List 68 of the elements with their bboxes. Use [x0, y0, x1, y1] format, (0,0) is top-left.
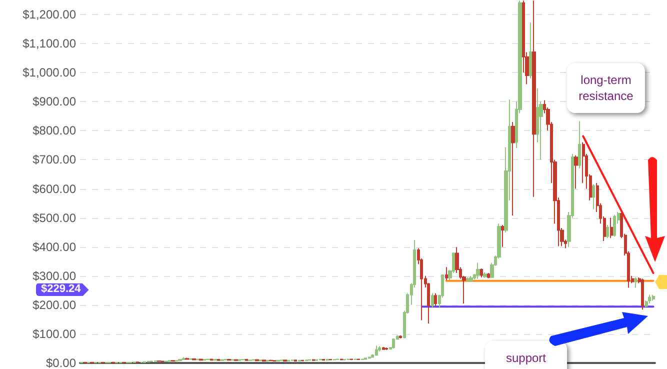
candlestick	[382, 346, 385, 350]
candlestick	[182, 356, 185, 360]
candlestick	[480, 268, 483, 278]
candlestick	[529, 22, 532, 79]
annotation: long-term resistance	[578, 72, 634, 104]
candlestick	[483, 272, 487, 278]
candlestick	[466, 276, 469, 282]
y-tick-label: $1,100.00	[22, 36, 76, 51]
y-tick-label: $1,000.00	[22, 66, 76, 80]
candlestick	[185, 357, 189, 360]
candlestick	[641, 278, 644, 310]
candlestick	[375, 345, 378, 356]
candlestick	[192, 358, 196, 361]
candlestick	[578, 120, 581, 169]
callout-box: long-term resistance	[567, 63, 645, 113]
y-tick-label: $600.00	[32, 182, 76, 196]
y-tick-label: $500.00	[32, 210, 76, 225]
annotation: $229.24	[36, 283, 89, 296]
candlestick	[294, 359, 297, 362]
candlestick	[648, 294, 651, 304]
candlestick	[574, 154, 578, 190]
candlestick	[347, 358, 350, 361]
candlestick	[501, 224, 504, 248]
candlestick	[336, 358, 339, 361]
candlestick	[364, 357, 367, 360]
candlestick	[199, 358, 203, 361]
y-tick-label: $0.00	[46, 356, 76, 369]
y-tick-label: $900.00	[32, 94, 76, 109]
candlestick	[262, 359, 266, 362]
candlestick	[340, 358, 343, 361]
candlestick	[399, 334, 402, 339]
candlestick	[613, 214, 616, 238]
candlestick	[210, 358, 213, 361]
candlestick	[283, 359, 287, 362]
callout-box: support	[485, 341, 567, 369]
y-tick-label: $200.00	[32, 298, 76, 312]
candlestick	[206, 358, 210, 361]
candlestick	[431, 292, 434, 308]
candlestick	[592, 184, 595, 210]
candlestick	[392, 338, 395, 349]
candlestick	[378, 346, 381, 352]
candlestick	[487, 272, 490, 279]
candlestick	[245, 358, 248, 362]
candlestick	[178, 358, 182, 362]
y-tick-label: $300.00	[32, 268, 76, 283]
candlestick	[445, 266, 448, 281]
candlestick	[606, 224, 609, 239]
y-tick-label: $800.00	[32, 124, 76, 138]
candlestick	[511, 121, 515, 216]
candlestick	[610, 217, 613, 239]
y-tick-label: $700.00	[32, 152, 76, 167]
candlestick	[189, 358, 192, 360]
y-tick-label: $400.00	[32, 240, 76, 254]
candlestick	[368, 356, 371, 360]
candlestick	[476, 262, 480, 280]
candlestick	[652, 294, 655, 302]
candlestick	[217, 358, 220, 362]
y-tick-label: $1,200.00	[22, 8, 76, 22]
candlestick	[469, 275, 473, 282]
candlestick	[532, 0, 536, 198]
candlestick	[434, 292, 437, 307]
candlestick	[350, 358, 353, 361]
annotation: support	[506, 350, 546, 366]
candlestick	[634, 276, 637, 288]
y-tick-label: $100.00	[32, 326, 76, 341]
candlestick	[385, 347, 388, 350]
candlestick	[196, 358, 199, 361]
candlestick	[168, 360, 171, 362]
